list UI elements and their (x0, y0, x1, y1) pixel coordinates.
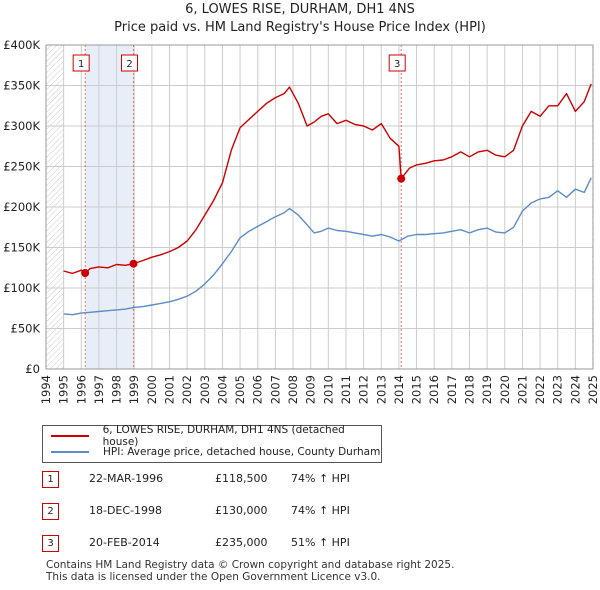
y-tick-label: £350K (3, 79, 40, 93)
hpi-line (63, 177, 592, 316)
x-tick-label: 2009 (304, 375, 318, 404)
property-price-line (63, 83, 592, 275)
x-tick-label: 2010 (321, 375, 335, 404)
sale-price: £235,000 (215, 536, 268, 549)
sale-date: 22-MAR-1996 (89, 472, 164, 485)
x-tick-label: 2024 (568, 375, 582, 404)
x-tick-label: 2025 (586, 375, 600, 404)
x-tick-label: 2008 (286, 375, 300, 404)
x-tick-label: 2012 (357, 375, 371, 404)
sale-date: 18-DEC-1998 (89, 504, 163, 517)
x-tick-label: 1999 (127, 375, 141, 404)
x-tick-label: 1995 (57, 375, 71, 404)
y-tick-label: £200K (3, 200, 40, 214)
y-tick-label: £50K (11, 322, 41, 336)
legend-item-property: 6, LOWES RISE, DURHAM, DH1 4NS (detached… (51, 424, 381, 448)
sale-badge-label: 1 (78, 59, 84, 70)
legend: 6, LOWES RISE, DURHAM, DH1 4NS (detached… (42, 424, 382, 463)
chart-subtitle: Price paid vs. HM Land Registry's House … (114, 20, 486, 35)
x-tick-label: 1998 (110, 375, 124, 404)
sale-price: £118,500 (215, 472, 268, 485)
sale-number-badge: 2 (42, 503, 59, 520)
x-tick-label: 2014 (392, 375, 406, 404)
legend-swatch-property (51, 435, 89, 437)
chart-title: 6, LOWES RISE, DURHAM, DH1 4NS (185, 2, 415, 17)
x-tick-label: 2002 (180, 375, 194, 404)
y-tick-label: £250K (3, 160, 40, 174)
y-tick-label: £100K (3, 281, 40, 295)
legend-label-hpi: HPI: Average price, detached house, Coun… (103, 446, 381, 458)
sale-number-badge: 1 (42, 471, 59, 488)
sale-row: 1 22-MAR-1996 £118,500 74% ↑ HPI (42, 470, 462, 490)
x-tick-label: 2016 (427, 375, 441, 404)
x-tick-label: 2022 (533, 375, 547, 404)
sale-badge-label: 2 (126, 59, 132, 70)
sale-badge (72, 54, 90, 72)
legend-swatch-hpi (51, 451, 89, 453)
x-tick-label: 2011 (339, 375, 353, 404)
y-tick-label: £300K (3, 119, 40, 133)
x-tick-label: 1994 (39, 375, 53, 404)
sale-hpi-change: 51% ↑ HPI (291, 536, 350, 549)
x-tick-label: 2004 (215, 375, 229, 404)
y-tick-label: £150K (3, 241, 40, 255)
sale-date: 20-FEB-2014 (89, 536, 160, 549)
price-chart: 1 2 3 £0 £50K £100K £150K £200K £250K £300K £350K… (3, 38, 600, 404)
x-tick-label: 2003 (198, 375, 212, 404)
plot-border (45, 44, 594, 370)
sale-row: 2 18-DEC-1998 £130,000 74% ↑ HPI (42, 502, 462, 522)
x-tick-label: 2000 (145, 375, 159, 404)
x-tick-label: 2007 (268, 375, 282, 404)
sale-point (81, 269, 90, 278)
x-tick-label: 1996 (74, 375, 88, 404)
sale-badge (388, 54, 406, 72)
x-tick-label: 2015 (410, 375, 424, 404)
x-tick-label: 2020 (498, 375, 512, 404)
footer-line: This data is licensed under the Open Gov… (46, 570, 381, 583)
x-tick-label: 2018 (462, 375, 476, 404)
x-tick-label: 2001 (163, 375, 177, 404)
footer-attribution: Contains HM Land Registry data © Crown c… (46, 559, 455, 583)
y-tick-label: £400K (3, 38, 40, 52)
x-tick-label: 2005 (233, 375, 247, 404)
x-tick-label: 2023 (551, 375, 565, 404)
sale-row: 3 20-FEB-2014 £235,000 51% ↑ HPI (42, 534, 462, 554)
x-tick-label: 2021 (515, 375, 529, 404)
sale-number-badge: 3 (42, 535, 59, 552)
x-tick-label: 2019 (480, 375, 494, 404)
sale-badge-label: 3 (394, 59, 400, 70)
x-tick-label: 2013 (374, 375, 388, 404)
sale-point (397, 174, 406, 183)
sale-badge (121, 54, 139, 72)
x-tick-label: 2006 (251, 375, 265, 404)
sale-price: £130,000 (215, 504, 268, 517)
y-tick-label: £0 (25, 362, 40, 376)
sale-hpi-change: 74% ↑ HPI (291, 472, 350, 485)
sale-hpi-change: 74% ↑ HPI (291, 504, 350, 517)
legend-item-hpi: HPI: Average price, detached house, Coun… (51, 444, 380, 460)
x-tick-label: 1997 (92, 375, 106, 404)
x-tick-label: 2017 (445, 375, 459, 404)
footer-line: Contains HM Land Registry data © Crown c… (46, 559, 455, 571)
legend-label-property: 6, LOWES RISE, DURHAM, DH1 4NS (detached… (102, 424, 345, 448)
sale-point (129, 259, 138, 268)
